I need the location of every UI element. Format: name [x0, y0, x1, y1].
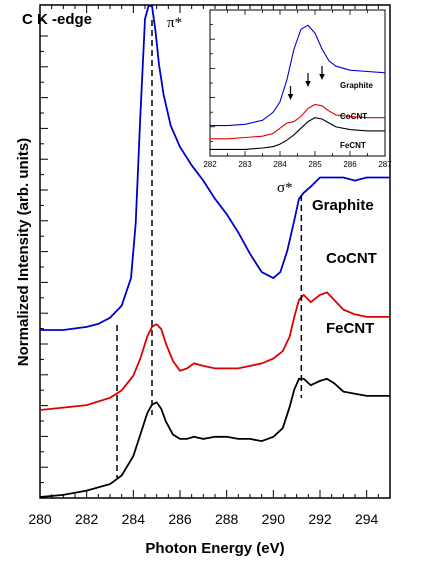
- inset-x-tick-label: 286: [343, 160, 357, 169]
- chart-title: C K -edge: [22, 11, 92, 28]
- series-label-fecnt: FeCNT: [326, 320, 374, 337]
- inset-arrow-head: [287, 94, 294, 100]
- x-tick-label: 288: [215, 511, 239, 527]
- x-tick-label: 292: [308, 511, 332, 527]
- inset-xtick-group: 282 283 284 285 286 287: [203, 10, 392, 169]
- inset-arrow-head: [305, 81, 311, 87]
- main-ytick-group: [40, 20, 48, 499]
- x-tick-label: 284: [122, 511, 146, 527]
- main-xtick-group: 280 282 284 286 288 290 292 294: [28, 5, 391, 527]
- inset-arrows-group: [287, 66, 325, 100]
- inset-line-graphite: [210, 24, 386, 127]
- series-line-fecnt: [39, 377, 390, 498]
- inset-x-tick-label: 285: [308, 160, 322, 169]
- series-label-graphite: Graphite: [312, 197, 374, 214]
- inset-label-fecnt: FeCNT: [340, 141, 366, 150]
- main-series-group: [39, 5, 390, 498]
- x-tick-label: 282: [75, 511, 99, 527]
- main-vlines-group: [116, 20, 303, 478]
- sigma-star-label: σ*: [277, 180, 293, 196]
- x-tick-label: 280: [28, 511, 52, 527]
- inset-x-tick-label: 282: [203, 160, 217, 169]
- y-axis-label: Normalized Intensity (arb. units): [15, 138, 32, 366]
- inset-label-graphite: Graphite: [340, 81, 373, 90]
- series-label-cocnt: CoCNT: [326, 250, 377, 267]
- inset-arrow-head: [319, 74, 325, 80]
- inset-line-cocnt: [210, 103, 385, 140]
- inset-x-tick-label: 284: [273, 160, 287, 169]
- series-line-cocnt: [39, 291, 390, 411]
- x-tick-label: 286: [168, 511, 192, 527]
- inset-x-tick-label: 283: [238, 160, 252, 169]
- x-tick-label: 290: [262, 511, 286, 527]
- inset-x-tick-label: 287: [378, 160, 392, 169]
- inset-line-fecnt: [210, 117, 385, 150]
- inset-label-cocnt: CoCNT: [340, 112, 367, 121]
- pi-star-label: π*: [167, 15, 182, 31]
- x-axis-label: Photon Energy (eV): [145, 540, 284, 557]
- series-line-graphite: [40, 5, 390, 331]
- inset-series-group: [210, 24, 386, 150]
- x-tick-label: 294: [355, 511, 379, 527]
